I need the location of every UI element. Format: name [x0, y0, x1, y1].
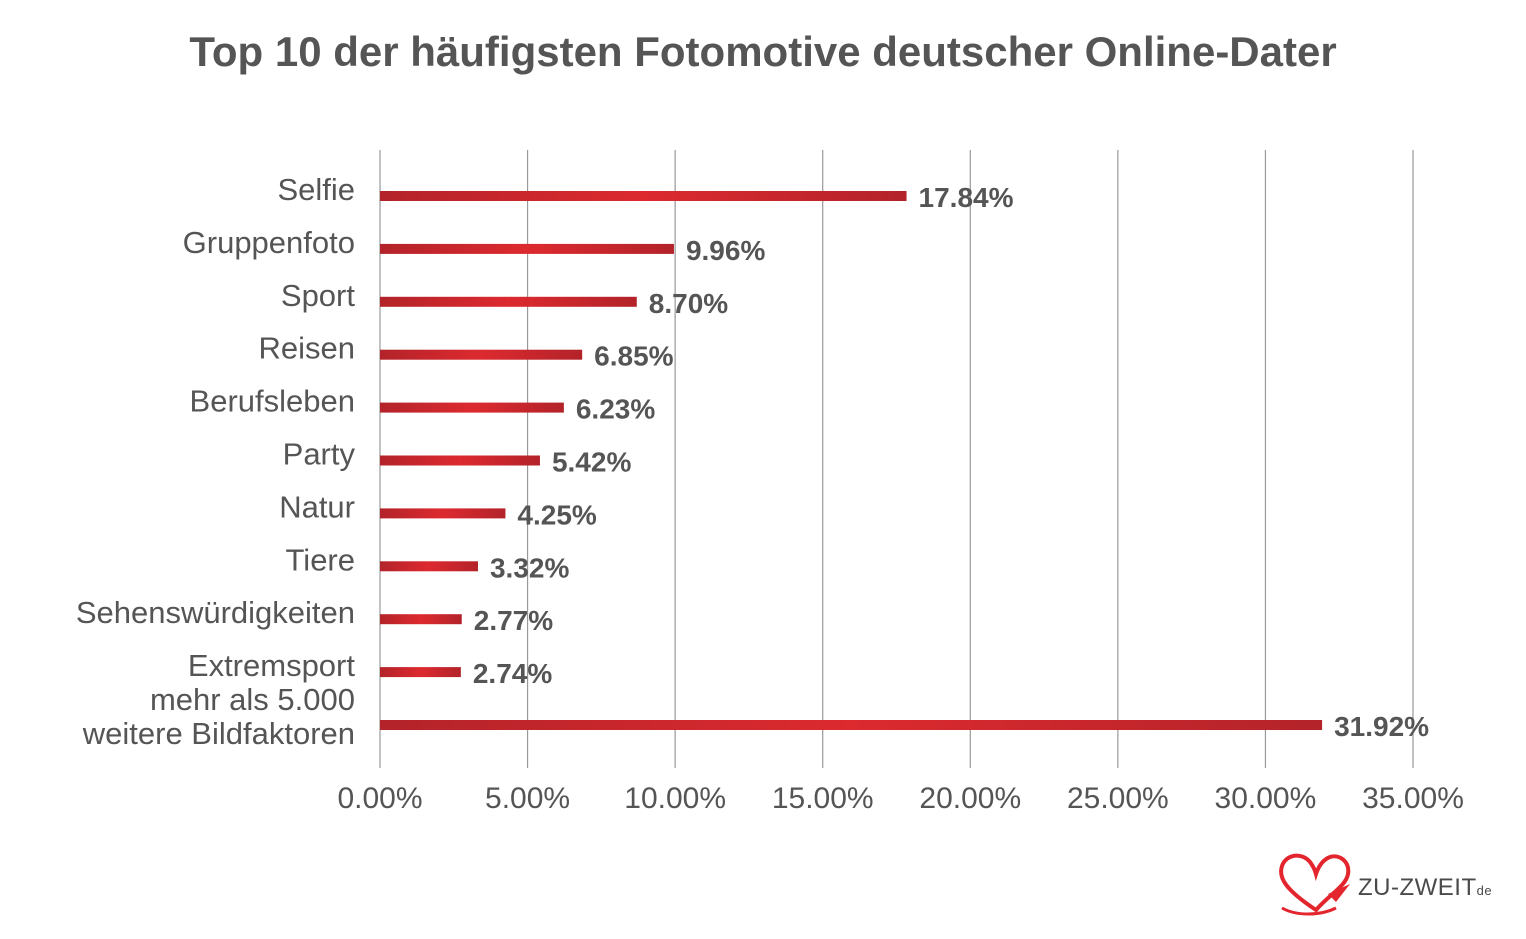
value-label: 4.25%: [517, 499, 596, 530]
x-tick-label: 30.00%: [1215, 782, 1317, 815]
heart-logo-icon: [1279, 853, 1351, 916]
category-label: Natur: [279, 489, 355, 524]
x-tick-label: 35.00%: [1362, 782, 1464, 815]
bar: [380, 243, 674, 254]
bar: [380, 667, 461, 678]
bar: [380, 402, 564, 413]
value-label: 2.74%: [473, 658, 552, 689]
value-label: 9.96%: [686, 235, 765, 266]
brand-logo: ZU-ZWEITde: [1276, 850, 1516, 920]
x-tick-label: 15.00%: [772, 782, 874, 815]
category-label: Sport: [281, 278, 355, 313]
x-tick-label: 5.00%: [485, 782, 570, 815]
bar: [380, 508, 506, 519]
category-label: Reisen: [259, 331, 356, 366]
bar: [380, 191, 907, 201]
bar: [380, 614, 462, 625]
bar: [380, 455, 540, 466]
bar: [380, 349, 583, 360]
value-label: 3.32%: [490, 552, 569, 583]
category-label: Extremsport: [188, 648, 355, 683]
bars: [380, 191, 1323, 730]
value-label: 2.77%: [474, 605, 553, 636]
value-labels: 17.84% 9.96% 8.70% 6.85% 6.23% 5.42% 4.25% 3.32…: [473, 182, 1429, 742]
category-labels: Selfie Gruppenfoto Sport Reisen Berufsleben P…: [76, 172, 356, 751]
bar: [380, 561, 478, 572]
category-label: mehr als 5.000 weitere Bildfaktoren: [82, 682, 355, 751]
x-tick-label: 0.00%: [337, 782, 422, 815]
x-tick-label: 25.00%: [1067, 782, 1169, 815]
brand-name: ZU-ZWEITde: [1358, 874, 1493, 901]
x-tick-label: 10.00%: [624, 782, 726, 815]
value-label: 31.92%: [1334, 711, 1429, 742]
category-label: Gruppenfoto: [183, 225, 355, 260]
bar: [380, 720, 1323, 730]
category-label: Party: [283, 437, 356, 472]
category-label: Sehenswürdigkeiten: [76, 595, 355, 630]
value-label: 6.85%: [594, 341, 673, 372]
chart-title: Top 10 der häufigsten Fotomotive deutsch…: [189, 28, 1337, 75]
bar: [380, 296, 637, 307]
x-axis-tick-labels: 0.00% 5.00% 10.00% 15.00% 20.00% 25.00% 30.00%…: [337, 782, 1463, 815]
category-label: Tiere: [286, 542, 355, 577]
x-tick-label: 20.00%: [919, 782, 1021, 815]
category-label: Berufsleben: [190, 384, 355, 419]
value-label: 5.42%: [552, 447, 631, 478]
category-label: Selfie: [277, 172, 355, 207]
value-label: 6.23%: [576, 394, 655, 425]
value-label: 8.70%: [649, 288, 728, 319]
value-label: 17.84%: [919, 182, 1014, 213]
